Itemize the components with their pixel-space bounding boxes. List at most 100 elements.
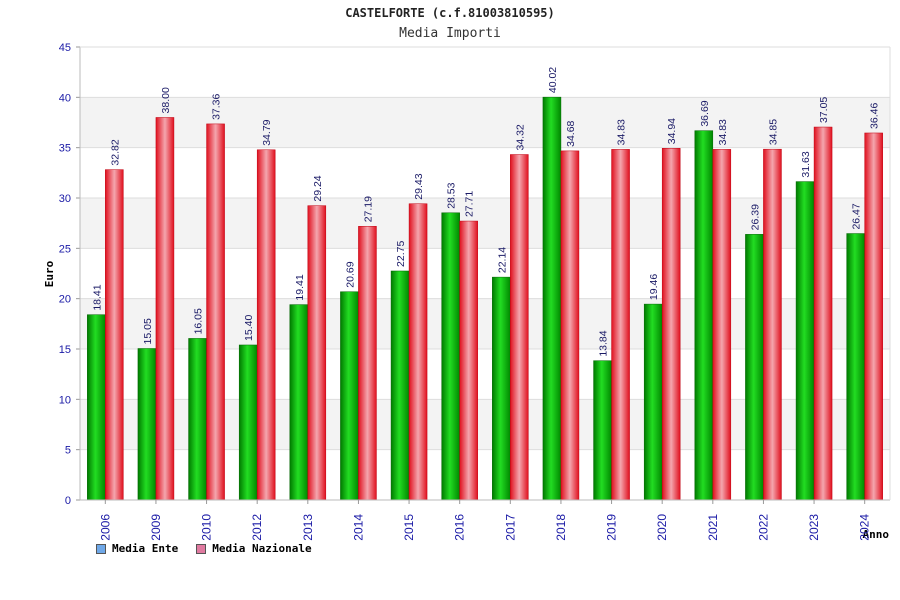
bar-media-nazionale <box>459 220 478 501</box>
bar-media-nazionale <box>105 169 124 501</box>
legend: Media Ente Media Nazionale <box>96 542 312 555</box>
legend-item-media-nazionale: Media Nazionale <box>196 542 312 555</box>
data-label: 34.68 <box>565 120 577 146</box>
data-label: 34.79 <box>261 119 273 145</box>
data-label: 26.39 <box>749 204 761 230</box>
bar-media-nazionale <box>661 148 681 501</box>
data-label: 29.43 <box>413 173 425 199</box>
x-tick-label: 2013 <box>301 514 315 541</box>
data-label: 29.24 <box>312 175 324 201</box>
bar-media-nazionale <box>155 117 175 501</box>
data-label: 40.02 <box>547 67 559 93</box>
data-label: 19.41 <box>294 274 306 300</box>
y-tick-label: 0 <box>65 495 71 507</box>
y-tick-label: 40 <box>59 92 71 104</box>
data-label: 37.36 <box>211 93 223 119</box>
x-tick-label: 2018 <box>554 514 568 541</box>
y-tick-label: 30 <box>59 193 71 205</box>
bar-media-ente <box>137 348 157 501</box>
data-label: 31.63 <box>800 151 812 177</box>
x-tick-label: 2023 <box>807 514 821 541</box>
y-tick-label: 5 <box>65 445 71 457</box>
y-tick-label: 45 <box>59 42 71 54</box>
x-tick-label: 2022 <box>756 514 770 541</box>
bar-media-ente <box>846 233 865 501</box>
x-tick-label: 2017 <box>503 514 517 541</box>
bar-media-nazionale <box>712 149 732 501</box>
bar-media-nazionale <box>813 126 833 501</box>
y-axis-label: Euro <box>43 260 56 287</box>
bar-media-ente <box>694 130 714 501</box>
legend-item-media-ente: Media Ente <box>96 542 178 555</box>
bar-media-ente <box>643 303 663 501</box>
bar-media-ente <box>745 234 764 501</box>
data-label: 15.40 <box>243 315 255 341</box>
bar-media-ente <box>87 314 106 501</box>
bar-media-ente <box>593 360 612 501</box>
x-tick-label: 2009 <box>149 514 163 541</box>
x-tick-label: 2012 <box>250 514 264 541</box>
x-tick-label: 2016 <box>453 514 467 541</box>
data-label: 22.75 <box>395 241 407 267</box>
bar-media-ente <box>340 291 359 501</box>
bar-media-nazionale <box>611 149 630 501</box>
data-label: 16.05 <box>193 308 205 334</box>
bar-media-nazionale <box>864 132 883 501</box>
legend-label-media-nazionale: Media Nazionale <box>212 542 312 555</box>
data-label: 15.05 <box>142 318 154 344</box>
bar-media-ente <box>238 344 258 501</box>
data-label: 37.05 <box>818 97 830 123</box>
x-tick-label: 2021 <box>706 514 720 541</box>
data-label: 36.69 <box>699 100 711 126</box>
x-tick-label: 2006 <box>98 514 112 541</box>
bar-media-nazionale <box>408 203 428 501</box>
bar-media-nazionale <box>307 205 327 501</box>
data-label: 34.32 <box>514 124 526 150</box>
legend-label-media-ente: Media Ente <box>112 542 179 555</box>
x-tick-label: 2019 <box>605 514 619 541</box>
data-label: 34.94 <box>666 118 678 144</box>
chart-subtitle: Media Importi <box>399 26 501 41</box>
data-label: 38.00 <box>160 87 172 113</box>
chart-title: CASTELFORTE (c.f.81003810595) <box>345 6 555 20</box>
data-label: 34.85 <box>767 119 779 145</box>
y-tick-label: 25 <box>59 243 71 255</box>
bar-media-ente <box>542 96 562 501</box>
bar-media-ente <box>795 181 815 501</box>
bar-media-ente <box>390 270 410 501</box>
data-label: 36.46 <box>869 103 881 129</box>
bar-media-ente <box>492 276 511 501</box>
y-tick-label: 35 <box>59 143 71 155</box>
x-tick-label: 2020 <box>655 514 669 541</box>
data-label: 22.14 <box>496 247 508 273</box>
x-axis-label: Anno <box>863 528 890 541</box>
bar-media-ente <box>441 212 460 501</box>
data-label: 27.71 <box>464 191 476 217</box>
x-tick-label: 2024 <box>858 514 872 541</box>
data-label: 34.83 <box>717 119 729 145</box>
data-label: 26.47 <box>851 203 863 229</box>
data-label: 28.53 <box>446 182 458 208</box>
data-label: 19.46 <box>648 274 660 300</box>
bar-media-ente <box>188 338 207 501</box>
x-tick-label: 2010 <box>200 514 214 541</box>
data-label: 20.69 <box>344 261 356 287</box>
y-tick-label: 15 <box>59 344 71 356</box>
bar-media-nazionale <box>358 226 377 501</box>
data-label: 13.84 <box>598 330 610 356</box>
bar-media-nazionale <box>256 149 276 501</box>
data-label: 18.41 <box>91 284 103 310</box>
data-label: 27.19 <box>362 196 374 222</box>
legend-swatch-media-nazionale <box>196 543 207 554</box>
data-label: 34.83 <box>616 119 628 145</box>
data-label: 32.82 <box>109 139 121 165</box>
y-tick-label: 10 <box>59 394 71 406</box>
bar-media-nazionale <box>206 123 225 501</box>
bar-media-ente <box>289 304 309 501</box>
y-tick-label: 20 <box>59 294 71 306</box>
x-tick-label: 2014 <box>351 514 365 541</box>
legend-swatch-media-ente <box>96 543 106 554</box>
x-tick-label: 2015 <box>402 514 416 541</box>
bar-media-nazionale <box>560 150 580 501</box>
